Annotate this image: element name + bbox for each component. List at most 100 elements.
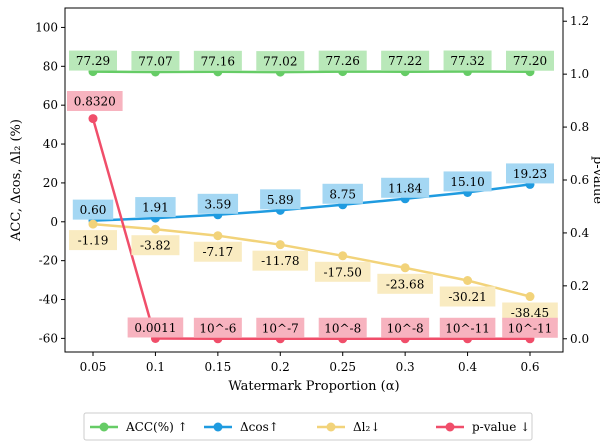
legend-marker xyxy=(326,422,336,432)
legend-label: Δl₂↓ xyxy=(353,420,380,434)
data-label-box xyxy=(69,230,117,251)
data-label-box xyxy=(318,50,367,71)
data-point xyxy=(88,114,98,124)
legend-marker xyxy=(445,422,455,432)
x-tick-label: 0.15 xyxy=(204,360,231,374)
y-left-axis-title: ACC, Δcos, Δl₂ (%) xyxy=(9,119,24,242)
data-point xyxy=(525,292,535,302)
data-label-box xyxy=(439,286,496,307)
data-label: 3.59 xyxy=(204,197,231,211)
data-point xyxy=(88,219,98,229)
data-label: 1.91 xyxy=(142,201,169,215)
y-left-tick-label: -60 xyxy=(39,331,58,345)
y-right-tick-label: 0.2 xyxy=(570,279,589,293)
x-axis-title: Watermark Proportion (α) xyxy=(228,379,399,394)
legend-marker xyxy=(99,422,109,432)
x-tick-label: 0.05 xyxy=(80,360,107,374)
y-right-tick-label: 0.0 xyxy=(570,332,589,346)
data-label-box xyxy=(256,51,305,72)
data-label: 10^-11 xyxy=(508,321,553,335)
data-label-box xyxy=(381,177,430,198)
data-point xyxy=(275,240,285,250)
data-label: 10^-8 xyxy=(387,321,424,335)
axes: -60 -40 -20 0 20 40 60 80 100 0.0 0.2 0.4 0.6 0.8 1.0 1… xyxy=(9,7,600,394)
data-label: 11.84 xyxy=(388,181,423,195)
data-label: 10^-11 xyxy=(445,321,490,335)
data-label-box xyxy=(439,317,496,338)
data-label: -11.78 xyxy=(261,254,299,268)
data-label-box xyxy=(72,199,114,220)
data-label-box xyxy=(193,241,242,262)
data-label: 0.8320 xyxy=(74,95,116,109)
data-label: 77.32 xyxy=(450,54,484,68)
data-label: 10^-6 xyxy=(199,321,236,335)
data-label-box xyxy=(381,50,430,71)
data-point xyxy=(463,275,473,285)
y-left-tick-label: 0 xyxy=(50,215,58,229)
data-label: 77.20 xyxy=(513,54,547,68)
data-label: -3.82 xyxy=(140,239,171,253)
y-right-tick-label: 0.6 xyxy=(570,173,589,187)
legend-box xyxy=(83,412,533,441)
data-label: 15.10 xyxy=(450,175,484,189)
y-right-tick-label: 0.4 xyxy=(570,226,589,240)
y-left-tick-label: 40 xyxy=(43,137,58,151)
data-label: 5.89 xyxy=(267,193,294,207)
y-left-tick-label: 20 xyxy=(43,176,58,190)
y-left-tick-label: 60 xyxy=(43,98,58,112)
data-label: 77.22 xyxy=(388,54,422,68)
data-label: 0.60 xyxy=(80,203,107,217)
y-right-axis-title: p-value xyxy=(590,156,600,204)
data-label-box xyxy=(193,50,242,71)
data-point xyxy=(150,224,160,234)
data-label-box xyxy=(256,317,305,338)
data-label: 19.23 xyxy=(513,167,547,181)
data-label: 8.75 xyxy=(329,187,356,201)
data-label-box xyxy=(506,50,554,71)
legend: ACC(%) ↑ Δcos↑ Δl₂↓ p-value ↓ xyxy=(83,412,533,441)
data-label-box xyxy=(314,261,371,282)
data-label: -23.68 xyxy=(386,277,424,291)
series-line xyxy=(92,222,531,298)
data-label: -38.45 xyxy=(511,306,549,320)
data-point xyxy=(213,231,223,241)
series-line xyxy=(91,118,530,341)
data-label-box xyxy=(197,193,239,214)
y-right-tick-label: 0.8 xyxy=(570,120,589,134)
x-tick-label: 0.2 xyxy=(271,360,290,374)
data-label: 77.26 xyxy=(326,54,360,68)
legend-marker xyxy=(213,422,223,432)
legend-label: ACC(%) ↑ xyxy=(125,420,188,434)
data-label-box xyxy=(443,50,492,71)
data-label: -7.17 xyxy=(202,245,233,259)
y-left-tick-label: -20 xyxy=(39,254,58,268)
data-label-box xyxy=(69,50,117,71)
data-label-box xyxy=(506,163,554,184)
y-left-tick-label: 80 xyxy=(43,59,58,73)
data-label-box xyxy=(322,183,363,204)
x-tick-label: 0.3 xyxy=(396,360,415,374)
data-label-box xyxy=(127,317,184,338)
data-label-box xyxy=(67,91,123,111)
data-labels: 77.29 77.07 77.16 77.02 77.26 77.22 77.32 77.20… xyxy=(67,50,558,338)
data-label-box xyxy=(252,250,309,271)
data-point xyxy=(400,263,410,273)
y-left-tick-label: -40 xyxy=(39,293,58,307)
legend-label: p-value ↓ xyxy=(472,420,530,434)
data-label: 0.0011 xyxy=(134,321,176,335)
data-label: 77.16 xyxy=(201,54,235,68)
legend-label: Δcos↑ xyxy=(240,420,279,434)
data-point xyxy=(338,251,348,261)
data-label-box xyxy=(260,189,301,210)
data-label-box xyxy=(377,273,433,294)
data-label: -30.21 xyxy=(448,290,486,304)
data-label-box xyxy=(131,235,180,256)
data-label: 77.02 xyxy=(263,55,297,69)
data-label: -1.19 xyxy=(78,234,109,248)
series-line xyxy=(92,70,531,74)
data-label-box xyxy=(502,317,558,338)
data-label-box xyxy=(318,317,367,338)
data-label-box xyxy=(193,317,242,338)
data-label: 10^-7 xyxy=(262,321,299,335)
